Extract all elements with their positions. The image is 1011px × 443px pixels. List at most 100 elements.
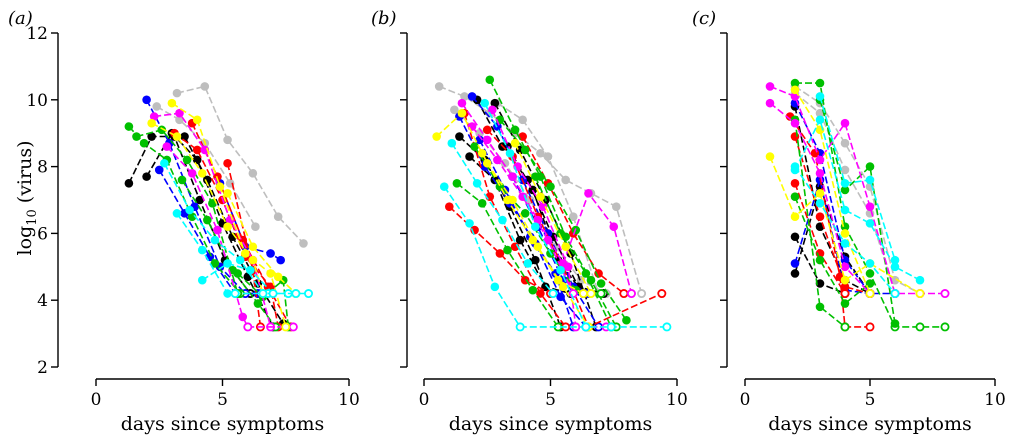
series-line <box>819 96 896 261</box>
data-point <box>457 98 467 108</box>
data-point <box>563 262 573 272</box>
data-point <box>273 272 283 282</box>
y-axis-label: log10 (virus) <box>14 141 40 256</box>
data-point <box>556 265 565 275</box>
censored-point <box>281 322 291 332</box>
data-point <box>840 282 850 292</box>
data-point <box>192 145 202 155</box>
data-point <box>434 82 444 91</box>
censored-point <box>304 289 314 299</box>
data-point <box>485 75 495 85</box>
data-point <box>450 105 459 115</box>
data-point <box>596 279 606 288</box>
data-point <box>568 212 578 221</box>
data-point <box>460 92 469 101</box>
series-line <box>499 119 628 321</box>
x-tick-label: 10 <box>666 390 688 410</box>
data-point <box>467 92 477 101</box>
data-point <box>223 222 232 232</box>
data-point <box>840 185 850 195</box>
data-point <box>276 255 285 265</box>
data-point <box>248 242 258 252</box>
censored-point <box>619 289 629 299</box>
data-point <box>790 212 800 221</box>
series-line <box>201 262 274 295</box>
censored-point <box>865 289 875 299</box>
series-line <box>794 196 871 305</box>
data-point <box>495 182 505 191</box>
x-tick-label: 5 <box>217 390 228 410</box>
censored-point <box>940 322 950 332</box>
data-point <box>815 115 825 125</box>
data-point <box>536 148 545 158</box>
y-tick-label: 4 <box>37 291 48 311</box>
data-point <box>124 122 134 131</box>
data-point <box>543 152 553 161</box>
series-line <box>226 192 297 295</box>
data-point <box>228 232 237 242</box>
x-tick-label: 10 <box>984 390 1006 410</box>
data-point <box>235 255 245 265</box>
censored-point <box>243 322 253 332</box>
data-point <box>210 235 220 245</box>
data-point <box>200 82 210 91</box>
data-point <box>482 125 492 135</box>
censored-point <box>915 289 925 299</box>
series-line <box>514 142 592 294</box>
data-point <box>147 132 156 141</box>
y-tick-label: 6 <box>37 224 48 244</box>
data-point <box>815 108 825 118</box>
data-point <box>840 262 850 272</box>
series-line <box>769 102 871 295</box>
data-point <box>790 85 800 95</box>
data-point <box>223 189 232 198</box>
censored-point <box>548 289 558 299</box>
series-line <box>794 117 921 281</box>
data-point <box>840 118 850 128</box>
data-point <box>200 145 210 155</box>
data-point <box>455 132 464 141</box>
panel-label: (c) <box>692 8 716 29</box>
data-point <box>253 299 263 308</box>
data-point <box>815 78 825 88</box>
data-point <box>203 215 212 225</box>
data-point <box>515 235 525 245</box>
series-line <box>226 163 262 328</box>
data-point <box>172 209 182 218</box>
data-point <box>240 249 250 258</box>
data-point <box>142 172 151 181</box>
data-point <box>815 92 825 101</box>
data-point <box>865 202 875 211</box>
data-point <box>490 98 500 108</box>
x-tick-label: 5 <box>865 390 876 410</box>
panel-label: (a) <box>8 8 33 29</box>
data-point <box>149 112 159 121</box>
data-point <box>790 118 800 128</box>
data-point <box>790 192 800 201</box>
y-tick-label: 12 <box>26 24 48 44</box>
data-point <box>475 135 484 145</box>
data-point <box>192 115 202 125</box>
data-point <box>840 239 850 248</box>
data-point <box>488 105 497 115</box>
data-point <box>223 158 232 168</box>
data-point <box>510 138 520 148</box>
data-point <box>452 179 462 188</box>
censored-point <box>662 322 672 332</box>
data-point <box>124 179 134 188</box>
data-point <box>765 152 775 161</box>
data-point <box>815 212 825 221</box>
data-point <box>815 189 825 198</box>
data-point <box>477 199 487 208</box>
data-point <box>790 179 800 188</box>
censored-point <box>268 289 278 299</box>
data-point <box>840 165 850 175</box>
data-point <box>865 279 875 288</box>
series-line <box>191 122 292 328</box>
series-line <box>494 102 597 328</box>
data-point <box>531 255 540 265</box>
series-line <box>534 176 612 328</box>
data-point <box>273 212 283 221</box>
data-point <box>790 269 800 278</box>
